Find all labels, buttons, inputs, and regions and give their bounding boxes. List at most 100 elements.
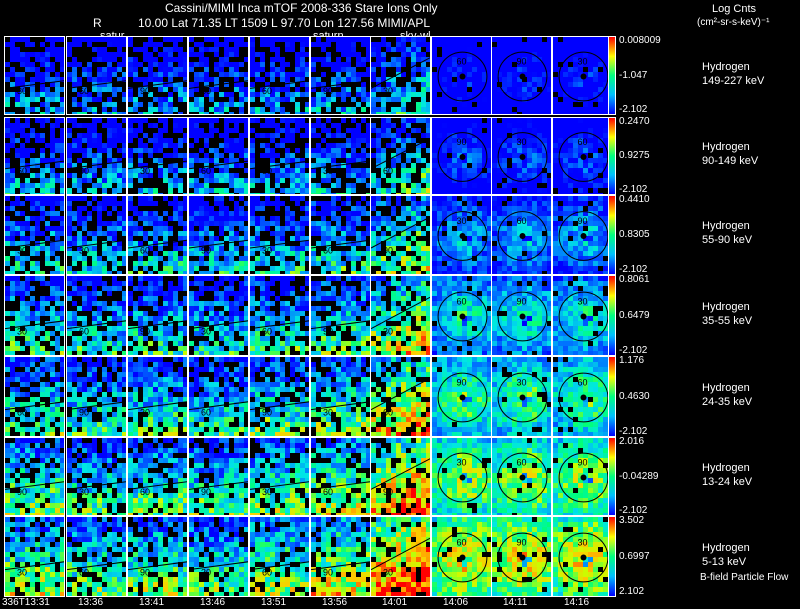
heatmap-cell [219,206,224,211]
heatmap-cell [437,37,442,42]
heatmap-cell [102,148,107,153]
heatmap-cell [30,311,35,316]
heatmap-cell [194,72,199,77]
heatmap-cell [517,57,522,62]
heatmap-cell [255,107,260,112]
heatmap-cell [573,271,578,274]
contour-circle [558,51,609,102]
heatmap-cell [411,47,416,52]
heatmap-cell [20,281,25,286]
heatmap-cell [542,87,547,92]
heatmap-cell [25,52,30,57]
heatmap-cell [563,183,568,188]
heatmap-cell [457,153,462,158]
heatmap-cell [128,178,133,183]
heatmap-cell [60,153,64,158]
heatmap-cell [573,107,578,112]
heatmap-cell [432,183,437,188]
heatmap-cell [361,57,366,62]
heatmap-cell [280,128,285,133]
heatmap-cell [563,226,568,231]
heatmap-cell [224,128,229,133]
heatmap-cell [381,221,386,226]
heatmap-cell [366,52,370,57]
heatmap-cell [15,231,20,236]
heatmap-cell [411,201,416,206]
heatmap-cell [219,226,224,231]
colorbar-tick-max: 0.4410 [619,194,650,205]
heatmap-cell [117,246,122,251]
heatmap-cell [568,178,573,183]
heatmap-cell [55,291,60,296]
heatmap-cell [553,97,558,102]
heatmap-cell [517,37,522,42]
heatmap-cell [421,251,426,256]
heatmap-cell [391,241,396,246]
heatmap-cell [194,87,199,92]
heatmap-cell [573,241,578,246]
heatmap-cell [447,226,452,231]
heatmap-cell [573,256,578,261]
heatmap-cell [472,52,477,57]
heatmap-cell [447,47,452,52]
heatmap-cell [426,261,430,266]
heatmap-cell [507,168,512,173]
heatmap-cell [255,52,260,57]
heatmap-cell [40,77,45,82]
heatmap-cell [5,62,10,67]
heatmap-cell [598,138,603,143]
heatmap-cell [457,241,462,246]
heatmap-cell [295,118,300,123]
heatmap-cell [92,193,97,194]
heatmap-cell [522,178,527,183]
heatmap-cell [60,188,64,193]
heatmap-cell [224,178,229,183]
heatmap-cell [472,42,477,47]
heatmap-cell [578,52,583,57]
heatmap-cell [598,128,603,133]
heatmap-cell [401,143,406,148]
heatmap-cell [244,72,248,77]
heatmap-cell [194,118,199,123]
heatmap-cell [507,206,512,211]
heatmap-cell [532,148,537,153]
heatmap-cell [295,107,300,112]
heatmap-cell [148,67,153,72]
heatmap-cell [158,42,163,47]
heatmap-cell [87,178,92,183]
heatmap-cell [265,97,270,102]
heatmap-cell [421,97,426,102]
heatmap-cell [472,67,477,72]
heatmap-cell [351,183,356,188]
heatmap-cell [487,266,491,271]
heatmap-cell [457,47,462,52]
heatmap-cell [568,87,573,92]
heatmap-cell [77,62,82,67]
heatmap-cell [77,241,82,246]
heatmap-cell [10,311,15,316]
heatmap-cell [102,52,107,57]
heatmap-cell [442,133,447,138]
heatmap-cell [20,221,25,226]
heatmap-cell [492,118,497,123]
heatmap-cell [391,256,396,261]
heatmap-cell [497,193,502,194]
heatmap-cell [178,231,183,236]
heatmap-cell [183,196,187,201]
heatmap-cell [5,92,10,97]
heatmap-cell [138,143,143,148]
contour-circle [437,51,488,102]
heatmap-cell [346,196,351,201]
heatmap-cell [421,112,426,114]
heatmap-cell [593,62,598,67]
heatmap-cell [107,256,112,261]
heatmap-cell [507,52,512,57]
heatmap-cell [603,226,608,231]
contour-label: 30 [517,137,527,147]
heatmap-cell [87,77,92,82]
heatmap-cell [391,211,396,216]
heatmap-cell [482,138,487,143]
heatmap-cell [487,92,491,97]
heatmap-cell [72,173,77,178]
heatmap-cell [30,97,35,102]
